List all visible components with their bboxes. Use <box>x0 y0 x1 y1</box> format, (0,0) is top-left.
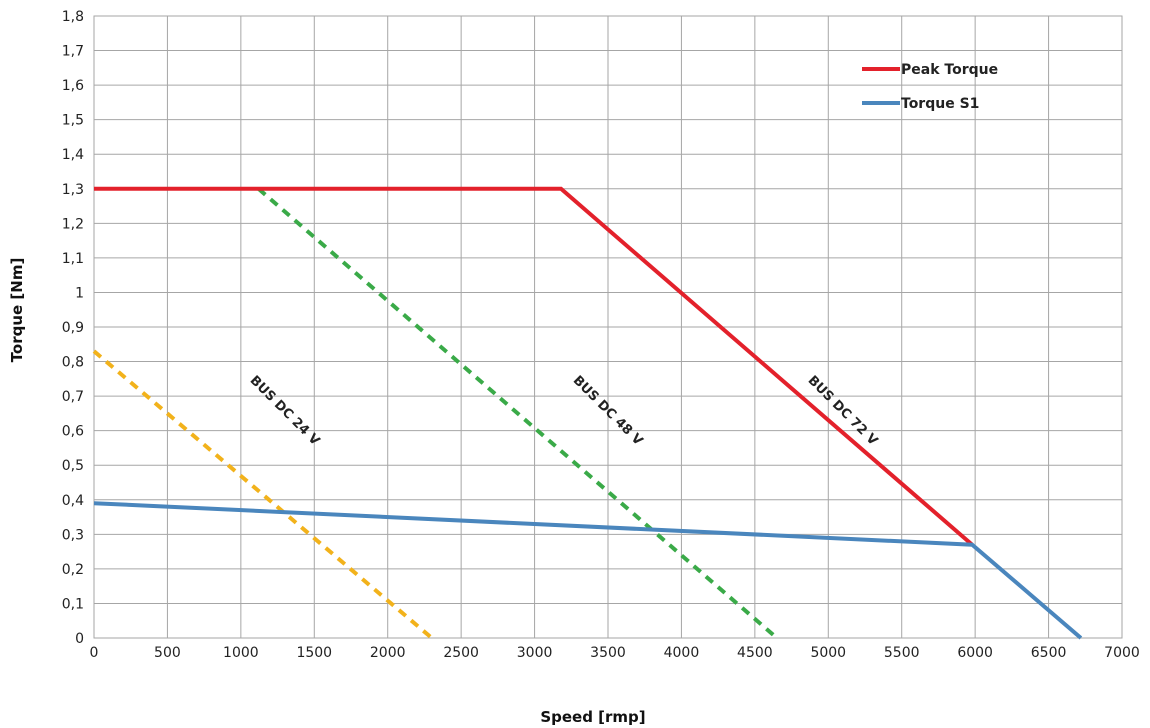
y-tick-label: 0,3 <box>62 527 84 543</box>
y-tick-labels: 0 0,1 0,2 0,3 0,4 0,5 0,6 0,7 0,8 0,9 1 1,1 1,2 1,3 1,… <box>62 9 84 647</box>
x-tick-labels: 0 500 1000 1500 2000 2500 3000 3500 4000 4500 5000… <box>90 645 1140 661</box>
x-tick-label: 0 <box>90 645 99 661</box>
plot-frame <box>93 15 1123 639</box>
y-tick-label: 0,8 <box>62 355 84 371</box>
legend-label-2: Torque S1 <box>901 96 979 112</box>
x-tick-label: 4000 <box>664 645 700 661</box>
x-tick-label: 5000 <box>810 645 846 661</box>
x-tick-label: 6500 <box>1031 645 1067 661</box>
y-tick-label: 0,2 <box>62 562 84 578</box>
y-tick-label: 0,1 <box>62 596 84 612</box>
y-tick-label: 0,4 <box>62 493 84 509</box>
y-tick-label: 1,6 <box>62 78 84 94</box>
y-tick-label: 0,7 <box>62 389 84 405</box>
y-tick-label: 1,5 <box>62 113 84 129</box>
x-tick-label: 6000 <box>957 645 993 661</box>
legend-label-1: Peak Torque <box>901 62 998 78</box>
y-axis-title: Torque [Nm] <box>8 258 26 363</box>
y-tick-label: 1,4 <box>62 147 84 163</box>
series-line-peak-torque <box>94 186 974 547</box>
legend: Peak Torque Torque S1 <box>862 62 998 112</box>
x-tick-label: 1500 <box>296 645 332 661</box>
x-tick-label: 3000 <box>517 645 553 661</box>
series-line-torque-s1 <box>93 501 1083 640</box>
x-tick-label: 2500 <box>443 645 479 661</box>
series-lines <box>92 186 1083 640</box>
y-tick-label: 1,3 <box>62 182 84 198</box>
x-tick-label: 7000 <box>1104 645 1140 661</box>
y-tick-label: 1,8 <box>62 9 84 25</box>
x-tick-label: 4500 <box>737 645 773 661</box>
x-tick-label: 2000 <box>370 645 406 661</box>
y-tick-label: 1 <box>75 285 84 301</box>
x-tick-label: 3500 <box>590 645 626 661</box>
grid <box>93 15 1123 639</box>
bus-line-2 <box>257 187 779 640</box>
bus-label-1: BUS DC 24 V <box>247 373 323 449</box>
bus-line-1 <box>92 349 434 640</box>
y-tick-label: 1,7 <box>62 44 84 60</box>
y-tick-label: 0,9 <box>62 320 84 336</box>
x-tick-label: 5500 <box>884 645 920 661</box>
y-tick-label: 0,5 <box>62 458 84 474</box>
y-tick-label: 1,1 <box>62 251 84 267</box>
x-tick-label: 1000 <box>223 645 259 661</box>
x-axis-title: Speed [rmp] <box>540 708 645 726</box>
y-tick-label: 1,2 <box>62 216 84 232</box>
x-tick-label: 500 <box>154 645 181 661</box>
y-tick-label: 0 <box>75 631 84 647</box>
y-tick-label: 0,6 <box>62 424 84 440</box>
